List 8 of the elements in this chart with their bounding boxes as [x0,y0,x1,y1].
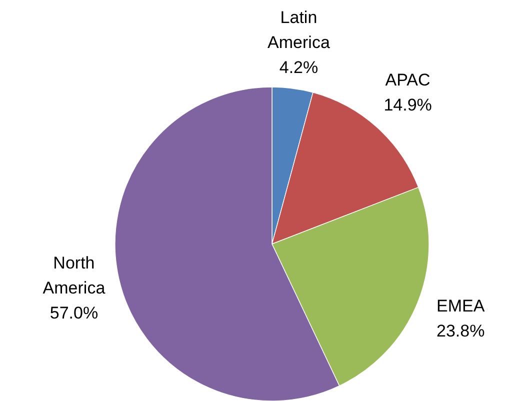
data-label: 14.9% [384,96,432,115]
data-label: 4.2% [279,58,318,77]
data-label: 57.0% [50,304,98,323]
slice-label: North America [42,254,106,298]
data-label: 23.8% [436,322,485,341]
slice-label: APAC [385,70,430,90]
slice-label: Latin America [268,8,330,52]
slice-label: EMEA [436,296,486,316]
